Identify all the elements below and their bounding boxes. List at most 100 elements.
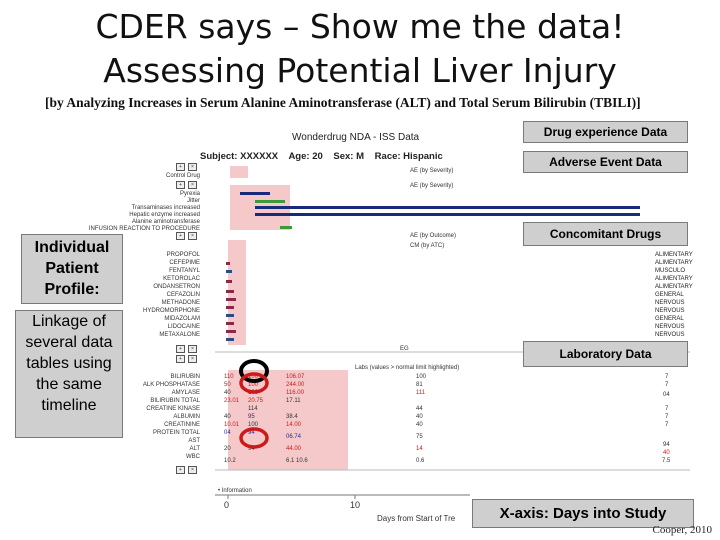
row-label: AMYLASE — [171, 390, 200, 396]
lab-value: 06.74 — [286, 434, 302, 440]
row-toggle[interactable]: × — [188, 232, 197, 240]
lab-value: 20 — [224, 446, 231, 452]
ae-bar — [240, 192, 270, 195]
row-toggle[interactable]: × — [188, 163, 197, 171]
cm-bar — [226, 298, 236, 301]
row-label: INFUSION REACTION TO PROCEDURE — [88, 226, 200, 232]
subject-age: Age: 20 — [288, 151, 323, 162]
cm-class-label: NERVOUS — [655, 324, 685, 330]
row-label: FENTANYL — [169, 268, 200, 274]
cm-bar — [226, 262, 230, 265]
row-label: Hepatic enzyme increased — [129, 212, 200, 218]
row-toggle[interactable]: × — [188, 345, 197, 353]
ae-bar — [280, 226, 292, 229]
ae-axis-label: AE (by Severity) — [410, 183, 454, 189]
lab-value: 10.01 — [224, 422, 240, 428]
slide-title-line-2: Assessing Potential Liver Injury — [103, 51, 617, 90]
ae-bar — [255, 206, 640, 209]
row-toggle[interactable]: + — [176, 355, 185, 363]
row-label: Control Drug — [165, 173, 200, 179]
subject-header: Subject: XXXXXX Age: 20 Sex: M Race: His… — [200, 151, 451, 162]
row-label: Transaminases increased — [131, 205, 200, 211]
row-toggle[interactable]: + — [176, 232, 185, 240]
cm-class-label: MUSCULO — [655, 268, 686, 274]
row-toggle[interactable]: + — [176, 345, 185, 353]
lab-value: 100 — [248, 422, 259, 428]
cm-bar — [226, 306, 234, 309]
lab-value: 04 — [224, 430, 231, 436]
row-toggle[interactable]: + — [176, 466, 185, 474]
cm-bar — [226, 338, 234, 341]
lab-value: 94 — [248, 430, 255, 436]
lab-value: 40 — [663, 450, 670, 456]
row-label: ONDANSETRON — [153, 284, 200, 290]
cm-class-label: ALIMENTARY — [655, 252, 693, 258]
lab-value: 6.1 10.6 — [286, 458, 308, 464]
lab-value: 23.01 — [224, 398, 240, 404]
drug-band — [230, 166, 248, 178]
cm-band — [228, 240, 246, 345]
lab-value: 40 — [224, 414, 231, 420]
cm-bar — [226, 280, 232, 283]
cm-bar — [226, 314, 234, 317]
callout-drug-experience: Drug experience Data — [523, 121, 688, 143]
row-label: HYDROMORPHONE — [142, 308, 200, 314]
row-toggle[interactable]: × — [188, 181, 197, 189]
lab-value: 7 — [665, 414, 669, 420]
row-label: CREATINE KINASE — [146, 406, 200, 412]
x-axis-title: Days from Start of Tre — [377, 514, 456, 523]
cm-class-label: GENERAL — [655, 292, 684, 298]
lab-value: 111 — [416, 390, 426, 396]
lab-value: 100 — [248, 390, 259, 396]
lab-value: 110 — [224, 374, 234, 380]
lab-value: 95 — [248, 414, 255, 420]
lab-value: 40 — [416, 422, 423, 428]
lab-value: 17.11 — [286, 398, 301, 404]
row-toggle[interactable]: × — [188, 466, 197, 474]
cm-axis-label: CM (by ATC) — [410, 243, 445, 249]
subject-sex: Sex: M — [333, 151, 365, 162]
slide-subtitle: [by Analyzing Increases in Serum Alanine… — [45, 95, 641, 110]
row-label: BILIRUBIN TOTAL — [150, 398, 200, 404]
row-label: AST — [188, 438, 200, 444]
row-label: ALT — [189, 446, 200, 452]
lab-value: 7.5 — [662, 458, 671, 464]
mini-legend: • Information — [218, 488, 252, 494]
row-toggle[interactable]: × — [188, 355, 197, 363]
subject-race: Race: Hispanic — [374, 151, 443, 162]
row-toggle[interactable]: + — [176, 181, 185, 189]
cm-bar — [226, 290, 234, 293]
lab-value: 100 — [248, 374, 259, 380]
footer-citation: Cooper, 2010 — [652, 524, 712, 536]
lab-value: 44.00 — [286, 446, 302, 452]
lab-value: 14 — [416, 446, 423, 452]
row-label: BILIRUBIN — [170, 374, 200, 380]
ae-axis-label: AE (by Severity) — [410, 168, 454, 174]
row-label: Jitter — [186, 198, 200, 204]
lab-value: 114 — [248, 406, 258, 412]
row-label: CREATININE — [164, 422, 200, 428]
row-label: CEFAZOLIN — [166, 292, 200, 298]
subject-id: Subject: XXXXXX — [200, 151, 279, 162]
cm-class-label: NERVOUS — [655, 332, 685, 338]
lab-value: 0.6 — [416, 458, 425, 464]
lab-value: 44 — [416, 406, 423, 412]
slide-title-line-1: CDER says – Show me the data! — [95, 7, 625, 46]
row-label: ALK PHOSPHATASE — [142, 382, 200, 388]
eg-label: EG — [400, 346, 409, 352]
lab-value: 94 — [248, 446, 255, 452]
row-label: PROTEIN TOTAL — [152, 430, 200, 436]
row-label: CEFEPIME — [169, 260, 200, 266]
cm-bar — [226, 270, 232, 273]
lab-value: 38.4 — [286, 414, 298, 420]
callout-adverse-event: Adverse Event Data — [523, 151, 688, 173]
row-toggle[interactable]: + — [176, 163, 185, 171]
row-label: PROPOFOL — [166, 252, 200, 258]
row-label: Alanine aminotransferase — [131, 219, 200, 225]
callout-concomitant-drugs: Concomitant Drugs — [523, 222, 688, 246]
callout-laboratory: Laboratory Data — [523, 341, 688, 367]
ae-bar — [255, 213, 640, 216]
row-label: METAXALONE — [159, 332, 200, 338]
lab-value: 100 — [248, 382, 259, 388]
cm-bar — [226, 322, 234, 325]
